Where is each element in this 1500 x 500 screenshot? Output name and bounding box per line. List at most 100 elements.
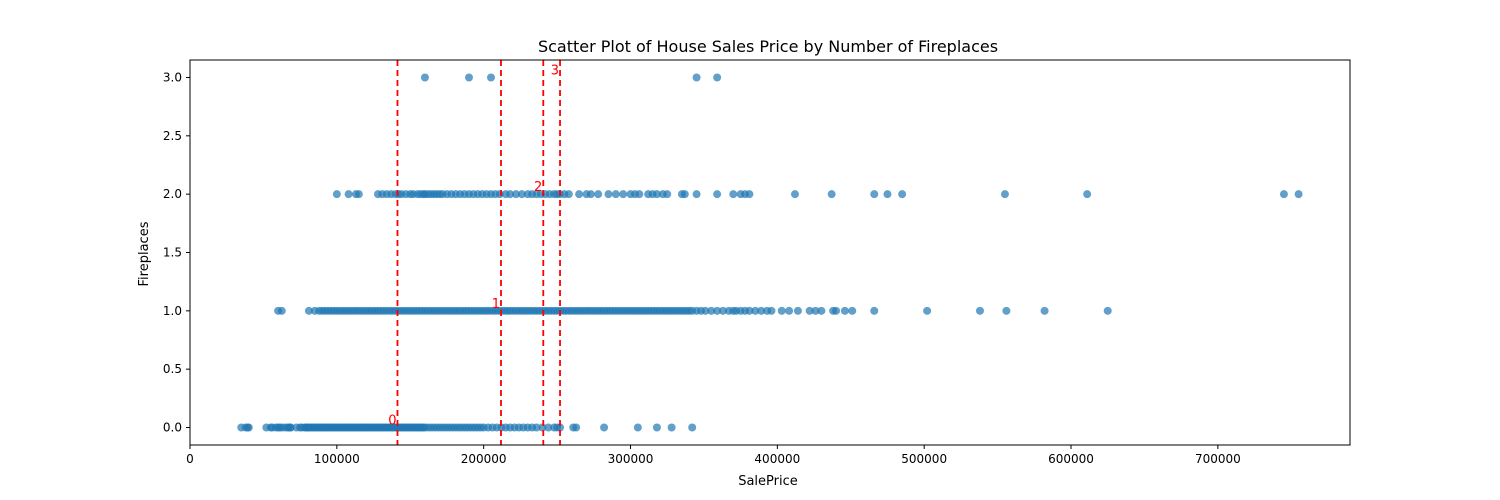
data-point (506, 190, 515, 199)
data-point (870, 306, 879, 315)
data-point (633, 423, 642, 432)
data-point (635, 190, 644, 199)
data-point (286, 423, 295, 432)
data-point (511, 190, 520, 199)
data-point (767, 306, 776, 315)
data-point (464, 73, 473, 82)
data-point (594, 190, 603, 199)
y-tick-label: 2.5 (163, 129, 182, 143)
x-axis-label: SalePrice (738, 474, 798, 489)
x-tick-label: 700000 (1195, 452, 1241, 466)
data-point (745, 190, 754, 199)
data-point (1000, 190, 1009, 199)
data-point (652, 423, 661, 432)
data-point (719, 306, 728, 315)
data-point (713, 190, 722, 199)
data-point (848, 306, 857, 315)
data-point (487, 73, 496, 82)
data-point (745, 306, 754, 315)
data-point (564, 190, 573, 199)
data-point (811, 306, 820, 315)
y-axis-label: Fireplaces (137, 221, 152, 286)
x-tick-label: 300000 (608, 452, 654, 466)
data-point (883, 190, 892, 199)
data-point (707, 306, 716, 315)
data-point (544, 423, 553, 432)
y-tick-label: 3.0 (163, 71, 182, 85)
data-points (237, 73, 1303, 432)
x-tick-label: 600000 (1048, 452, 1094, 466)
mean-line-label: 3 (551, 64, 559, 79)
data-point (975, 306, 984, 315)
data-point (785, 306, 794, 315)
y-tick-label: 1.5 (163, 246, 182, 260)
data-point (1040, 306, 1049, 315)
data-point (713, 73, 722, 82)
mean-lines: 0 1 2 3 (388, 60, 561, 445)
plot-frame (189, 59, 1351, 446)
data-point (1083, 190, 1092, 199)
x-tick-label: 200000 (461, 452, 507, 466)
data-point (692, 190, 701, 199)
data-point (344, 190, 353, 199)
data-point (538, 423, 547, 432)
data-point (688, 423, 697, 432)
data-point (757, 306, 766, 315)
data-point (729, 190, 738, 199)
data-point (556, 423, 565, 432)
data-point (1279, 190, 1288, 199)
data-point (713, 306, 722, 315)
data-point (793, 306, 802, 315)
chart-title: Scatter Plot of House Sales Price by Num… (538, 37, 998, 56)
x-tick-label: 0 (186, 452, 194, 466)
x-tick-label: 100000 (314, 452, 360, 466)
mean-line-label: 0 (388, 414, 396, 429)
data-point (586, 190, 595, 199)
y-tick-label: 1.0 (163, 304, 182, 318)
data-point (600, 423, 609, 432)
data-point (604, 190, 613, 199)
data-point (575, 190, 584, 199)
data-point (898, 190, 907, 199)
data-point (701, 306, 710, 315)
data-point (420, 73, 429, 82)
mean-line-label: 2 (534, 180, 542, 195)
data-point (680, 190, 689, 199)
data-point (277, 306, 286, 315)
data-point (611, 190, 620, 199)
data-point (1002, 306, 1011, 315)
data-point (840, 306, 849, 315)
data-point (692, 73, 701, 82)
data-point (805, 306, 814, 315)
data-point (827, 190, 836, 199)
data-point (663, 190, 672, 199)
data-point (304, 306, 313, 315)
y-tick-label: 2.0 (163, 187, 182, 201)
data-point (777, 306, 786, 315)
data-point (532, 423, 541, 432)
data-point (1294, 190, 1303, 199)
data-point (751, 306, 760, 315)
y-tick-label: 0.5 (163, 362, 182, 376)
data-point (354, 190, 363, 199)
data-point (244, 423, 253, 432)
y-tick-label: 0.0 (163, 421, 182, 435)
data-point (1103, 306, 1112, 315)
data-point (870, 190, 879, 199)
data-point (832, 306, 841, 315)
data-point (517, 190, 526, 199)
data-point (817, 306, 826, 315)
data-point (619, 190, 628, 199)
data-point (652, 190, 661, 199)
mean-line-label: 1 (492, 297, 500, 312)
data-point (332, 190, 341, 199)
x-tick-label: 500000 (901, 452, 947, 466)
data-point (667, 423, 676, 432)
data-point (790, 190, 799, 199)
x-tick-label: 400000 (754, 452, 800, 466)
axis-ticks: 0 100000 200000 300000 400000 500000 600000 700… (163, 71, 1241, 467)
data-point (923, 306, 932, 315)
data-point (572, 423, 581, 432)
